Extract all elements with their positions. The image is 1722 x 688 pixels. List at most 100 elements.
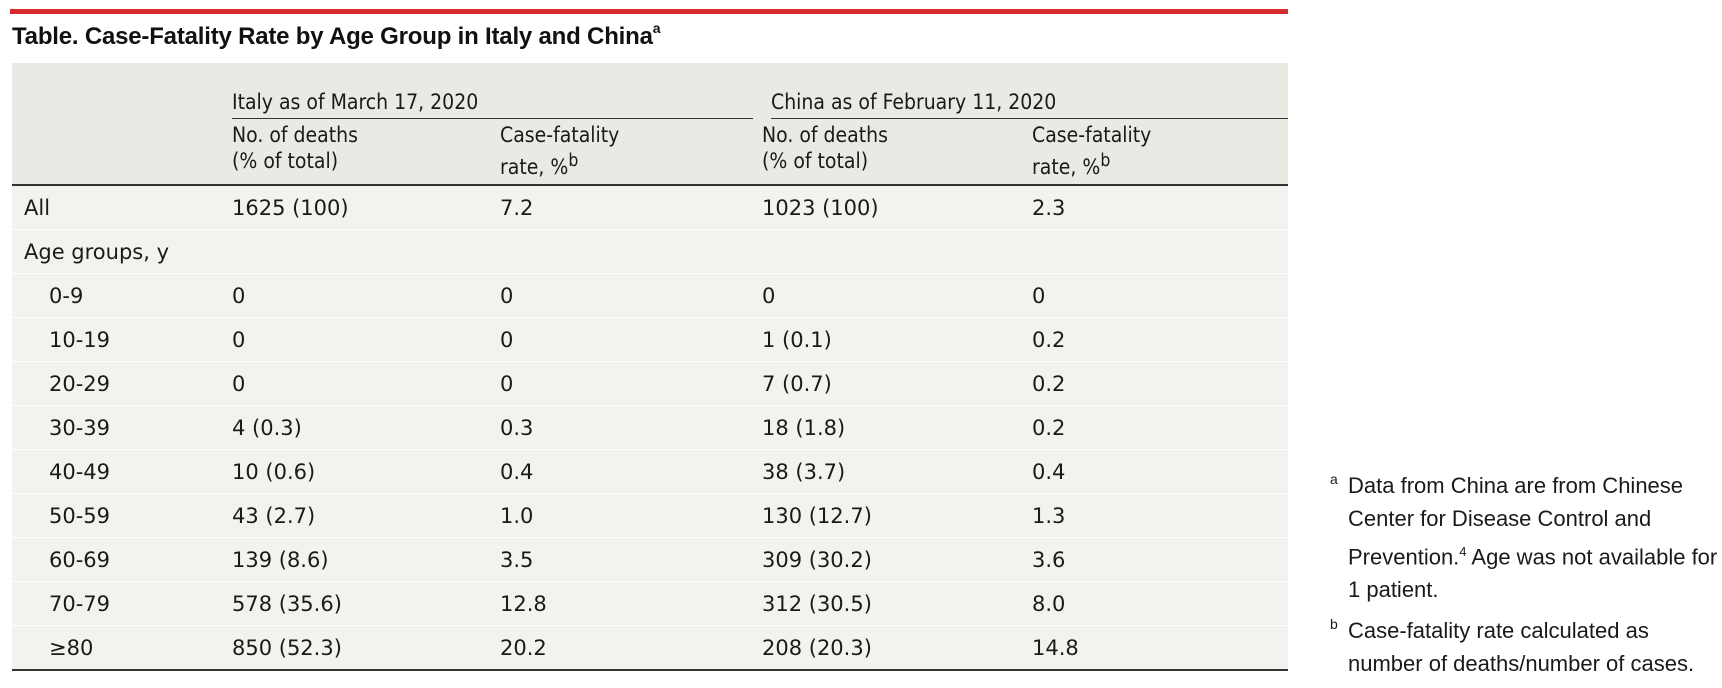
footnote-a-mark: a (1330, 471, 1338, 487)
china-deaths-cell: 18 (1.8) (762, 415, 846, 440)
header-empty-cell (12, 63, 232, 119)
col-china-cfr-l2: rate, % (1032, 155, 1101, 179)
table-row: All 1625 (100) 7.2 1023 (100) 2.3 (12, 185, 1289, 230)
china-deaths-cell: 312 (30.5) (762, 591, 872, 616)
group-header-italy-text: Italy as of March 17, 2020 (232, 90, 479, 114)
group-header-row: Italy as of March 17, 2020 China as of F… (12, 63, 1289, 119)
col-china-cfr: Case-fatality rate, %b (1032, 119, 1288, 186)
table-row: 30-39 4 (0.3) 0.3 18 (1.8) 0.2 (12, 405, 1289, 450)
footnote-b-mark: b (1330, 616, 1338, 633)
col-italy-deaths: No. of deaths (% of total) (232, 119, 500, 186)
col-china-cfr-l1: Case-fatality (1032, 123, 1152, 147)
china-deaths-cell: 309 (30.2) (762, 547, 872, 572)
title-footnote-mark: a (652, 20, 661, 36)
table-title: Table. Case-Fatality Rate by Age Group i… (12, 20, 661, 51)
row-label: 60-69 (49, 547, 111, 572)
row-label: 40-49 (49, 459, 111, 484)
col-china-cfr-mark: b (1100, 151, 1111, 171)
table-row: 10-19 0 0 1 (0.1) 0.2 (12, 317, 1289, 362)
italy-deaths-cell: 4 (0.3) (232, 415, 302, 440)
row-label: Age groups, y (24, 239, 170, 264)
italy-cfr-cell: 0.4 (500, 459, 534, 484)
italy-deaths-cell (232, 230, 500, 274)
col-italy-cfr-mark: b (568, 151, 579, 171)
col-china-deaths-l2: (% of total) (762, 149, 869, 173)
italy-deaths-cell: 578 (35.6) (232, 591, 342, 616)
italy-cfr-cell: 0 (500, 327, 514, 352)
table-row: 0-9 0 0 0 0 (12, 273, 1289, 318)
footnote-a-ref: 4 (1459, 544, 1467, 559)
footnote-b: b Case-fatality rate calculated as number… (1330, 614, 1722, 680)
china-deaths-cell (762, 230, 1032, 274)
row-label: 0-9 (49, 283, 84, 308)
table-row: 60-69 139 (8.6) 3.5 309 (30.2) 3.6 (12, 537, 1289, 582)
table-title-text: Table. Case-Fatality Rate by Age Group i… (12, 23, 653, 50)
italy-deaths-cell: 850 (52.3) (232, 635, 342, 660)
italy-cfr-cell: 12.8 (500, 591, 547, 616)
column-header-row: No. of deaths (% of total) Case-fatality r… (12, 119, 1289, 186)
italy-deaths-cell: 10 (0.6) (232, 459, 316, 484)
italy-deaths-cell: 139 (8.6) (232, 547, 329, 572)
footnote-b-text: Case-fatality rate calculated as number … (1348, 618, 1695, 677)
italy-deaths-cell: 0 (232, 283, 246, 308)
footnote-a: a Data from China are from Chinese Center… (1330, 469, 1722, 606)
row-label: 50-59 (49, 503, 111, 528)
china-deaths-cell: 1023 (100) (762, 195, 879, 220)
header-empty-cell-2 (12, 119, 232, 186)
row-label: All (24, 195, 51, 220)
row-label: 20-29 (49, 371, 111, 396)
italy-cfr-cell (500, 230, 762, 274)
italy-cfr-cell: 20.2 (500, 635, 547, 660)
italy-cfr-cell: 0 (500, 371, 514, 396)
table-row: Age groups, y (12, 229, 1289, 274)
table-row: 50-59 43 (2.7) 1.0 130 (12.7) 1.3 (12, 493, 1289, 538)
col-italy-deaths-l1: No. of deaths (232, 123, 358, 147)
italy-deaths-cell: 0 (232, 327, 246, 352)
group-header-italy: Italy as of March 17, 2020 (232, 63, 771, 119)
table-row: 40-49 10 (0.6) 0.4 38 (3.7) 0.4 (12, 449, 1289, 494)
col-italy-cfr: Case-fatality rate, %b (500, 119, 762, 186)
footnotes: a Data from China are from Chinese Center… (1330, 469, 1722, 688)
row-label: 10-19 (49, 327, 111, 352)
china-cfr-cell: 2.3 (1032, 195, 1066, 220)
china-cfr-cell: 0.2 (1032, 371, 1066, 396)
italy-deaths-cell: 43 (2.7) (232, 503, 316, 528)
col-italy-cfr-l2: rate, % (500, 155, 569, 179)
col-italy-cfr-l1: Case-fatality (500, 123, 620, 147)
footnote-a-text-after: Age was not available for 1 patient. (1348, 544, 1718, 603)
china-cfr-cell: 14.8 (1032, 635, 1079, 660)
china-deaths-cell: 1 (0.1) (762, 327, 832, 352)
china-cfr-cell (1032, 230, 1288, 274)
italy-cfr-cell: 0.3 (500, 415, 534, 440)
table-container: Italy as of March 17, 2020 China as of F… (12, 63, 1289, 671)
china-deaths-cell: 208 (20.3) (762, 635, 872, 660)
china-cfr-cell: 0.4 (1032, 459, 1066, 484)
china-cfr-cell: 8.0 (1032, 591, 1066, 616)
table-row: 20-29 0 0 7 (0.7) 0.2 (12, 361, 1289, 406)
china-deaths-cell: 7 (0.7) (762, 371, 832, 396)
row-label: 30-39 (49, 415, 111, 440)
col-china-deaths: No. of deaths (% of total) (762, 119, 1032, 186)
italy-cfr-cell: 3.5 (500, 547, 534, 572)
italy-deaths-cell: 0 (232, 371, 246, 396)
row-label: ≥80 (49, 635, 94, 660)
italy-cfr-cell: 0 (500, 283, 514, 308)
row-label: 70-79 (49, 591, 111, 616)
china-cfr-cell: 1.3 (1032, 503, 1066, 528)
italy-cfr-cell: 1.0 (500, 503, 534, 528)
table-row: ≥80 850 (52.3) 20.2 208 (20.3) 14.8 (12, 625, 1289, 670)
group-header-china-text: China as of February 11, 2020 (771, 90, 1057, 114)
china-deaths-cell: 38 (3.7) (762, 459, 846, 484)
italy-cfr-cell: 7.2 (500, 195, 534, 220)
group-header-china: China as of February 11, 2020 (762, 63, 1289, 119)
table-row: 70-79 578 (35.6) 12.8 312 (30.5) 8.0 (12, 581, 1289, 626)
china-deaths-cell: 130 (12.7) (762, 503, 872, 528)
col-china-deaths-l1: No. of deaths (762, 123, 888, 147)
top-accent-rule (10, 9, 1288, 14)
china-cfr-cell: 0.2 (1032, 327, 1066, 352)
china-cfr-cell: 0.2 (1032, 415, 1066, 440)
china-deaths-cell: 0 (762, 283, 776, 308)
italy-deaths-cell: 1625 (100) (232, 195, 349, 220)
case-fatality-table: Italy as of March 17, 2020 China as of F… (12, 63, 1289, 671)
col-italy-deaths-l2: (% of total) (232, 149, 339, 173)
